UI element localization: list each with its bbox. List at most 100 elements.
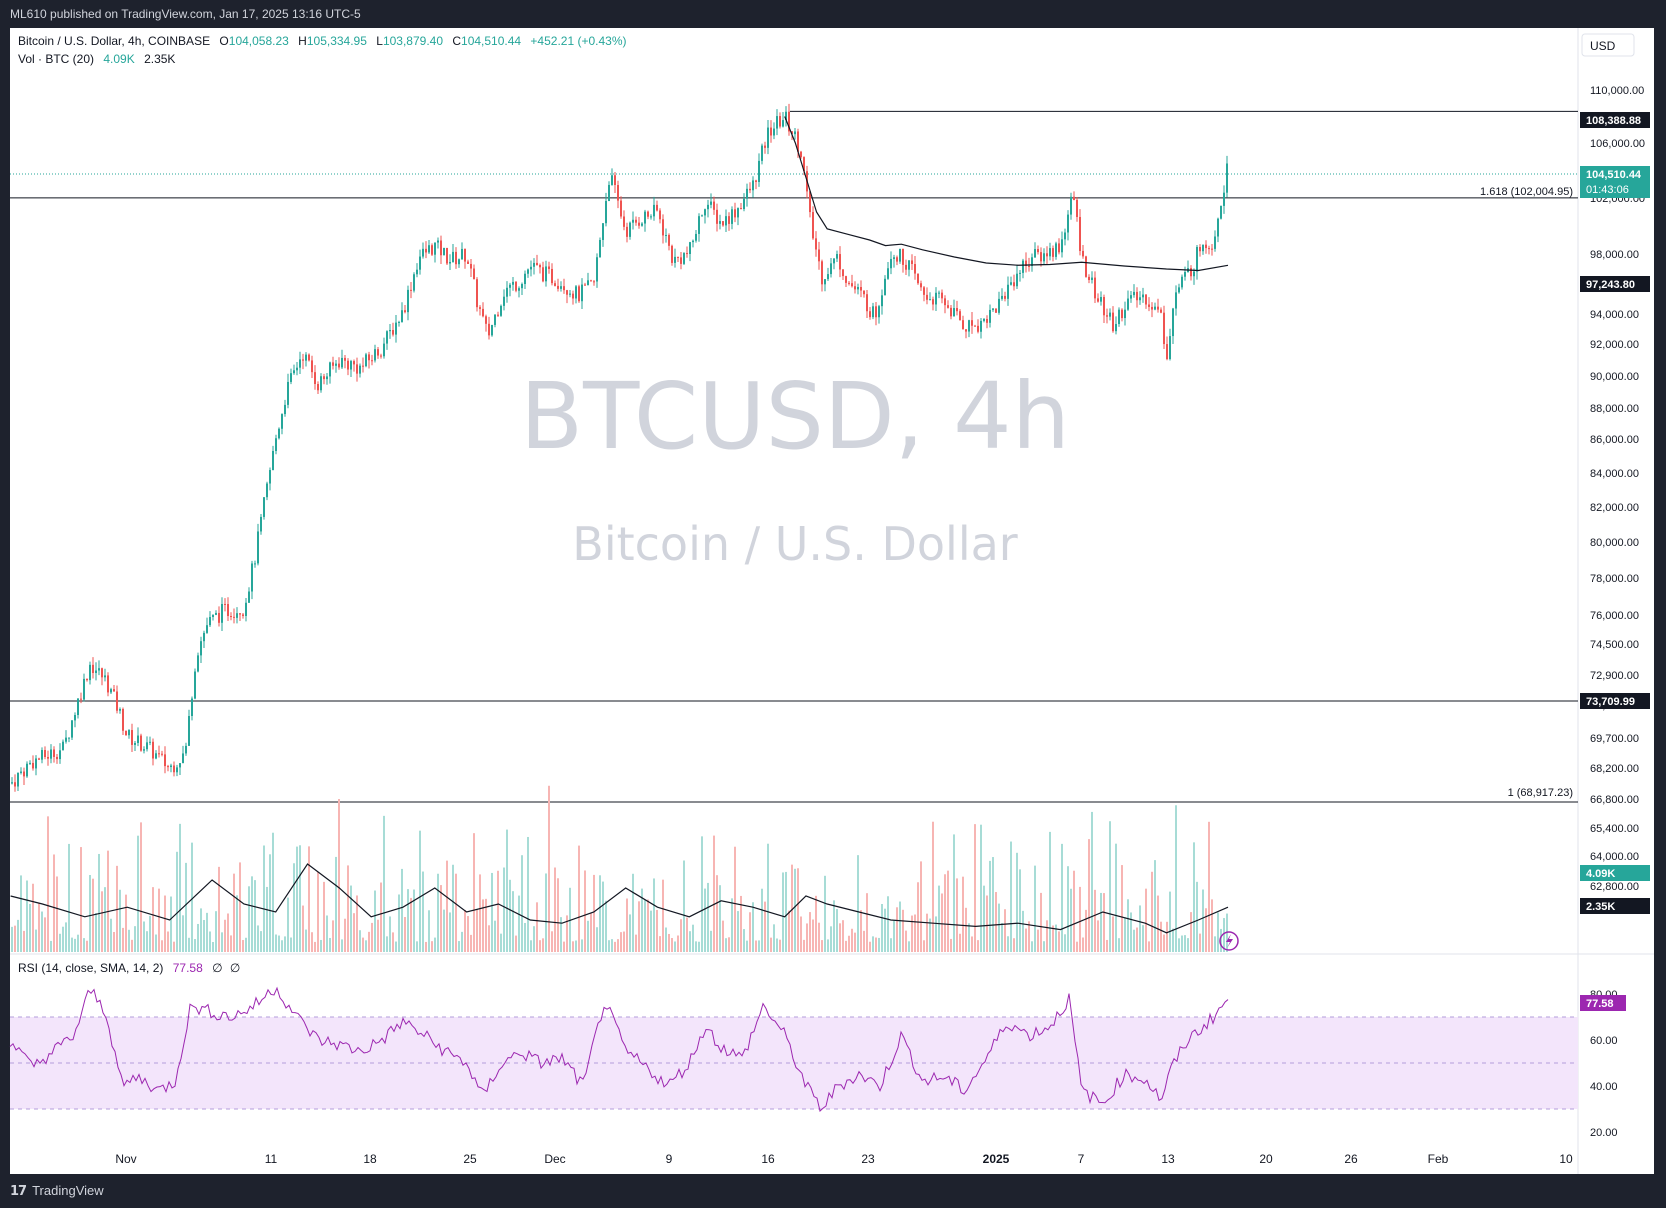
- volume-bar: [68, 843, 70, 952]
- candle-body: [842, 269, 844, 277]
- volume-bar: [1145, 888, 1147, 952]
- candle-body: [638, 222, 640, 226]
- volume-bar: [176, 851, 178, 952]
- candle-body: [1034, 249, 1036, 258]
- candle-body: [974, 325, 976, 327]
- currency-label: USD: [1590, 39, 1616, 53]
- candle-body: [851, 283, 853, 287]
- candle-body: [413, 274, 415, 291]
- currency-button[interactable]: [1581, 33, 1635, 57]
- candle-body: [74, 715, 76, 721]
- candle-body: [542, 267, 544, 282]
- volume-bar: [518, 895, 520, 952]
- volume-bar: [602, 881, 604, 952]
- volume-bar: [1061, 843, 1063, 952]
- candle-body: [1067, 214, 1069, 233]
- candle-body: [38, 758, 40, 760]
- candle-body: [908, 260, 910, 270]
- volume-bar: [470, 934, 472, 952]
- volume-bar: [557, 878, 559, 952]
- volume-bar: [809, 912, 811, 952]
- candle-body: [719, 221, 721, 224]
- candle-body: [224, 603, 226, 605]
- candle-body: [551, 268, 553, 284]
- volume-bar: [581, 939, 583, 952]
- volume-bar: [722, 920, 724, 952]
- volume-bar: [554, 867, 556, 952]
- candle-body: [302, 359, 304, 361]
- candle-body: [104, 675, 106, 678]
- volume-bar: [356, 895, 358, 952]
- candle-body: [338, 363, 340, 368]
- watermark-symbol: BTCUSD, 4h: [520, 363, 1070, 470]
- volume-bar: [971, 936, 973, 952]
- candle-body: [527, 269, 529, 274]
- volume-bar: [197, 923, 199, 952]
- candle-body: [407, 289, 409, 313]
- candle-body: [374, 349, 376, 361]
- candle-body: [848, 282, 850, 284]
- legend-rsi-value: 77.58: [173, 961, 203, 975]
- publisher-bar: ML610 published on TradingView.com, Jan …: [0, 0, 1666, 28]
- volume-bar: [824, 875, 826, 952]
- candle-body: [332, 362, 334, 366]
- volume-bar: [1076, 941, 1078, 952]
- candle-body: [320, 376, 322, 391]
- candle-body: [95, 670, 97, 673]
- volume-bar: [1166, 921, 1168, 952]
- volume-bar: [950, 938, 952, 952]
- volume-bar: [893, 920, 895, 952]
- candle-body: [590, 280, 592, 282]
- volume-bar: [371, 922, 373, 952]
- volume-bar: [878, 937, 880, 952]
- volume-bar: [791, 864, 793, 952]
- legend-change: +452.21 (+0.43%): [530, 34, 626, 48]
- volume-bar: [899, 901, 901, 952]
- volume-bar: [902, 909, 904, 952]
- lightning-icon[interactable]: [1219, 931, 1239, 951]
- candle-body: [272, 451, 274, 471]
- volume-bar: [158, 888, 160, 952]
- candle-body: [497, 314, 499, 316]
- candle-body: [1070, 196, 1072, 215]
- volume-bar: [1184, 935, 1186, 952]
- volume-bar: [1085, 909, 1087, 952]
- candle-body: [71, 720, 73, 738]
- volume-bar: [254, 880, 256, 952]
- time-axis[interactable]: Nov 11 18 25 Dec 9 16 23 2025 7 13 20 26 Feb 10: [115, 1152, 1573, 1166]
- candle-body: [335, 363, 337, 366]
- candle-body: [1181, 276, 1183, 288]
- candle-body: [536, 262, 538, 266]
- volume-bar: [863, 930, 865, 952]
- candle-body: [1037, 249, 1039, 253]
- candle-body: [770, 127, 772, 136]
- candle-body: [59, 750, 61, 760]
- volume-bar: [740, 895, 742, 952]
- volume-bar: [449, 912, 451, 952]
- volume-bar: [770, 937, 772, 952]
- candle-body: [707, 204, 709, 210]
- volume-bar: [191, 842, 193, 952]
- rsi-badge: 77.58: [1586, 998, 1614, 1010]
- candle-body: [353, 361, 355, 365]
- candle-body: [608, 184, 610, 202]
- volume-bar: [1190, 912, 1192, 952]
- candle-body: [803, 157, 805, 172]
- candle-body: [467, 261, 469, 264]
- candle-body: [914, 264, 916, 274]
- volume-sma-line: [10, 863, 1229, 934]
- candle-body: [170, 765, 172, 768]
- price-tick-label: 72,900.00: [1590, 670, 1639, 682]
- price-chart[interactable]: BTCUSD, 4h Bitcoin / U.S. Dollar 110,000…: [0, 28, 1666, 1174]
- candle-body: [17, 772, 19, 787]
- volume-bar: [1046, 920, 1048, 952]
- legend-c-value: 104,510.44: [461, 34, 521, 48]
- candle-body: [647, 211, 649, 217]
- candle-body: [260, 516, 262, 532]
- volume-bar: [1016, 852, 1018, 952]
- candle-body: [230, 616, 232, 618]
- candle-body: [686, 253, 688, 255]
- volume-bar: [1028, 921, 1030, 952]
- candle-body: [743, 198, 745, 210]
- candle-body: [728, 216, 730, 224]
